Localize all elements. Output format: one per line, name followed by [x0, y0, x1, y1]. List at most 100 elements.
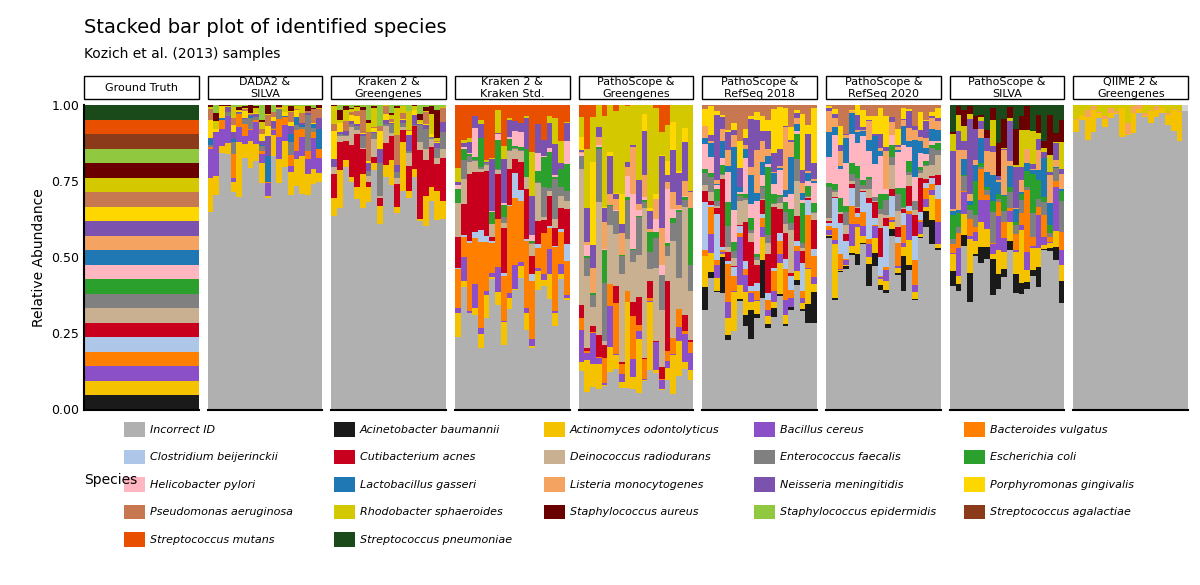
Bar: [590, 295, 596, 307]
Bar: [547, 299, 552, 410]
Bar: [720, 179, 725, 247]
Bar: [558, 187, 564, 196]
Bar: [136, 308, 142, 322]
Bar: [317, 118, 323, 129]
Text: PathoScope &
RefSeq 2020: PathoScope & RefSeq 2020: [845, 77, 922, 98]
Bar: [1074, 119, 1079, 120]
Bar: [146, 380, 152, 395]
Bar: [1058, 201, 1064, 232]
Bar: [187, 380, 193, 395]
Bar: [372, 157, 377, 163]
Bar: [317, 109, 323, 118]
Bar: [230, 118, 236, 125]
Bar: [929, 184, 935, 190]
Text: Escherichia coli: Escherichia coli: [990, 452, 1076, 463]
Bar: [299, 129, 305, 137]
Bar: [428, 137, 434, 139]
Bar: [428, 106, 434, 114]
Bar: [895, 237, 900, 243]
Bar: [929, 116, 935, 118]
Bar: [164, 352, 170, 366]
Bar: [500, 105, 506, 146]
Bar: [455, 168, 461, 181]
Bar: [731, 292, 737, 331]
Bar: [259, 122, 265, 129]
Bar: [754, 105, 760, 112]
Bar: [665, 125, 671, 161]
Bar: [900, 213, 906, 225]
Bar: [766, 293, 772, 300]
Bar: [490, 277, 496, 279]
Bar: [119, 105, 124, 120]
Bar: [1036, 199, 1042, 207]
Bar: [935, 119, 941, 121]
Bar: [187, 279, 193, 294]
Bar: [590, 387, 596, 410]
Bar: [311, 109, 317, 123]
Bar: [794, 159, 799, 181]
Bar: [961, 176, 967, 191]
Bar: [230, 125, 236, 132]
Bar: [130, 294, 136, 308]
Bar: [832, 300, 838, 410]
Bar: [708, 140, 714, 143]
Bar: [799, 303, 805, 309]
Bar: [996, 176, 1001, 180]
Bar: [422, 226, 428, 410]
Bar: [642, 105, 648, 114]
Bar: [193, 207, 198, 221]
Bar: [113, 105, 119, 120]
Bar: [776, 197, 782, 203]
Bar: [872, 105, 877, 116]
Bar: [282, 141, 288, 167]
Bar: [271, 112, 276, 116]
Bar: [590, 364, 596, 387]
Bar: [467, 153, 473, 154]
Bar: [535, 268, 541, 271]
Bar: [164, 380, 170, 395]
Bar: [130, 236, 136, 250]
Bar: [175, 149, 181, 163]
Bar: [535, 221, 541, 244]
Bar: [772, 184, 776, 194]
Bar: [164, 308, 170, 322]
Bar: [1030, 246, 1036, 247]
Bar: [142, 322, 146, 337]
Bar: [935, 248, 941, 250]
Bar: [749, 230, 754, 233]
Bar: [490, 211, 496, 212]
Bar: [714, 278, 720, 291]
Bar: [422, 125, 428, 129]
Bar: [838, 270, 844, 271]
Bar: [354, 116, 360, 124]
Bar: [124, 149, 130, 163]
Bar: [418, 124, 422, 125]
Bar: [1148, 105, 1153, 110]
Bar: [607, 205, 613, 206]
Bar: [311, 128, 317, 132]
Bar: [389, 105, 395, 113]
Bar: [665, 281, 671, 350]
Bar: [1052, 167, 1058, 168]
Bar: [389, 125, 395, 133]
Bar: [348, 109, 354, 112]
Bar: [90, 337, 96, 352]
Bar: [772, 207, 776, 269]
Bar: [124, 120, 130, 135]
Bar: [181, 380, 187, 395]
Bar: [523, 149, 529, 177]
Bar: [883, 218, 889, 226]
Bar: [782, 212, 788, 223]
Bar: [872, 116, 877, 134]
Bar: [136, 337, 142, 352]
Bar: [136, 366, 142, 380]
Bar: [1030, 105, 1036, 131]
Bar: [832, 197, 838, 198]
Bar: [805, 197, 811, 198]
Bar: [906, 128, 912, 142]
Bar: [1019, 212, 1025, 225]
Bar: [467, 162, 473, 174]
Bar: [578, 150, 584, 152]
Bar: [772, 109, 776, 153]
Bar: [343, 111, 348, 121]
